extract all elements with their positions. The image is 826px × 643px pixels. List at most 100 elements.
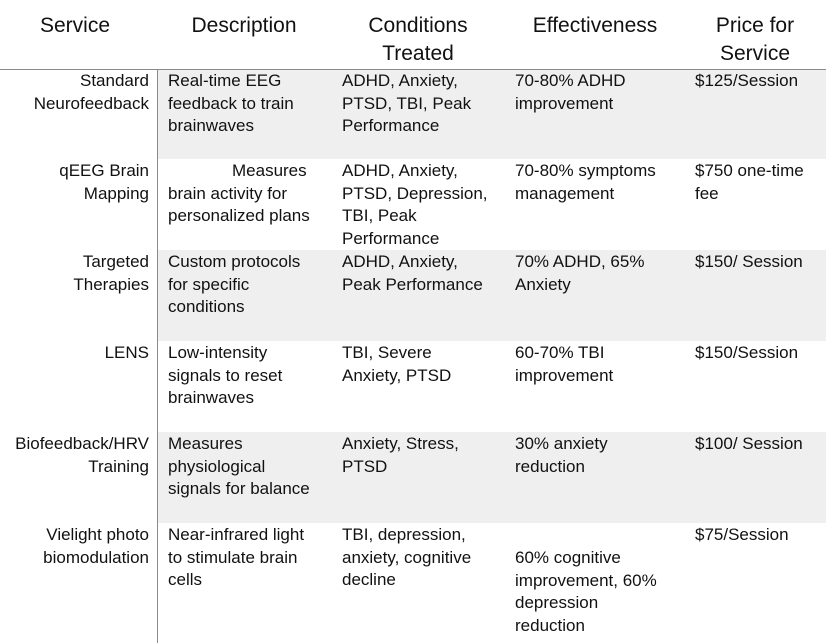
cell-text: improvement <box>515 365 614 385</box>
cell-text: brain activity for <box>168 183 288 203</box>
cell-text: Anxiety, Stress, <box>342 434 459 453</box>
cell-text: Performance <box>342 116 440 135</box>
cell-description: Measures physiological signals for balance <box>168 433 340 501</box>
cell-text: TBI, Severe <box>342 343 432 362</box>
cell-text: Mapping <box>83 183 149 203</box>
cell-conditions: TBI, depression, anxiety, cognitive declin… <box>342 524 507 592</box>
cell-effectiveness: 60% cognitive improvement, 60% depression r… <box>515 547 685 637</box>
cell-conditions: ADHD, Anxiety, PTSD, Depression, TBI, Peak… <box>342 160 507 250</box>
table-row: qEEG Brain Mapping Measures brain activity… <box>0 159 826 250</box>
cell-service: Targeted Therapies <box>0 251 149 296</box>
row-background <box>158 70 826 159</box>
cell-service: qEEG Brain Mapping <box>0 160 149 205</box>
cell-text: LENS <box>104 343 149 362</box>
cell-text: improvement <box>515 93 614 113</box>
cell-text: 70% ADHD, 65% <box>515 252 645 271</box>
cell-text: for specific <box>168 274 250 294</box>
cell-effectiveness: 60-70% TBI improvement <box>515 342 685 387</box>
cell-text: Anxiety, PTSD <box>342 365 452 385</box>
header-effectiveness-label: Effectiveness <box>532 14 658 37</box>
cell-conditions: ADHD, Anxiety, PTSD, TBI, Peak Performance <box>342 70 507 138</box>
row-background <box>158 432 826 523</box>
cell-price: $750 one-time fee <box>695 160 823 205</box>
cell-effectiveness: 70-80% symptoms management <box>515 160 685 205</box>
table-row: Biofeedback/HRV Training Measures physiolo… <box>0 432 826 523</box>
cell-text: Low-intensity <box>168 343 268 362</box>
cell-price: $75/Session <box>695 524 823 547</box>
header-conditions-line1: Conditions <box>368 14 468 37</box>
cell-text: Anxiety <box>515 274 571 294</box>
cell-text: $150/ Session <box>695 252 803 271</box>
cell-text: Neurofeedback <box>33 93 149 113</box>
cell-text: decline <box>342 570 396 589</box>
cell-text: 70-80% symptoms <box>515 161 656 180</box>
cell-text: Custom protocols <box>168 252 301 271</box>
header-conditions: Conditions Treated <box>332 12 504 68</box>
cell-text: PTSD, TBI, Peak <box>342 93 472 113</box>
header-price-line2: Service <box>719 42 791 65</box>
header-description: Description <box>158 12 330 40</box>
cell-description: Near-infrared light to stimulate brain cel… <box>168 524 340 592</box>
header-description-label: Description <box>191 14 297 37</box>
cell-text: biomodulation <box>43 547 149 567</box>
cell-text: cells <box>168 570 203 589</box>
cell-text: Biofeedback/HRV <box>15 434 149 453</box>
header-price-line1: Price for <box>715 14 795 37</box>
cell-text: ADHD, Anxiety, <box>342 161 458 180</box>
cell-text: signals for balance <box>168 479 310 498</box>
cell-text: PTSD <box>342 456 388 476</box>
cell-text: Performance <box>342 228 440 248</box>
cell-text: $125/Session <box>695 71 799 90</box>
cell-text: $750 one-time <box>695 161 804 180</box>
cell-text: Therapies <box>73 274 149 294</box>
cell-text: Measures <box>232 161 307 180</box>
cell-text: 70-80% ADHD <box>515 71 626 90</box>
cell-text: Vielight photo <box>46 525 149 544</box>
cell-price: $100/ Session <box>695 433 823 456</box>
cell-text: 30% anxiety <box>515 434 608 453</box>
cell-text: management <box>515 183 615 203</box>
cell-text: reduction <box>515 456 585 476</box>
cell-service: Standard Neurofeedback <box>0 70 149 115</box>
header-divider <box>0 69 826 70</box>
cell-text: Measures <box>168 434 243 453</box>
header-conditions-line2: Treated <box>382 42 454 65</box>
cell-service: Vielight photo biomodulation <box>0 524 149 569</box>
header-service: Service <box>0 12 150 40</box>
cell-effectiveness: 70% ADHD, 65% Anxiety <box>515 251 685 296</box>
table-header: Service Description Conditions Treated E… <box>0 0 826 70</box>
header-service-label: Service <box>39 14 111 37</box>
cell-text: brainwaves <box>168 116 254 135</box>
cell-text: TBI, Peak <box>342 206 417 225</box>
table-row: Standard Neurofeedback Real-time EEG feedb… <box>0 70 826 159</box>
table-row: Vielight photo biomodulation Near-infrare… <box>0 523 826 643</box>
cell-text: 60-70% TBI <box>515 343 605 362</box>
cell-text: Near-infrared light <box>168 525 305 544</box>
cell-text: personalized plans <box>168 206 310 225</box>
table-row: Targeted Therapies Custom protocols for sp… <box>0 250 826 341</box>
cell-text: $100/ Session <box>695 434 803 453</box>
cell-description: Low-intensity signals to reset brainwaves <box>168 342 340 410</box>
cell-text: ADHD, Anxiety, <box>342 71 458 90</box>
cell-text: fee <box>695 183 719 203</box>
cell-text: Real-time EEG <box>168 71 282 90</box>
cell-text: Training <box>88 456 149 476</box>
cell-text: PTSD, Depression, <box>342 183 488 203</box>
cell-service: LENS <box>0 342 149 365</box>
cell-conditions: ADHD, Anxiety, Peak Performance <box>342 251 507 296</box>
cell-text: feedback to train <box>168 93 294 113</box>
cell-text: conditions <box>168 297 245 316</box>
cell-description: Measures brain activity for personalized p… <box>168 160 340 228</box>
cell-text: reduction <box>515 615 585 635</box>
cell-text: TBI, depression, <box>342 525 466 544</box>
cell-text: brainwaves <box>168 388 254 407</box>
cell-description: Custom protocols for specific conditions <box>168 251 340 319</box>
cell-description: Real-time EEG feedback to train brainwaves <box>168 70 340 138</box>
cell-text: anxiety, cognitive <box>342 547 472 567</box>
cell-text: depression <box>515 593 599 612</box>
cell-text: $150/Session <box>695 343 799 362</box>
column-divider <box>157 70 158 643</box>
row-background <box>158 250 826 341</box>
cell-effectiveness: 30% anxiety reduction <box>515 433 685 478</box>
cell-conditions: TBI, Severe Anxiety, PTSD <box>342 342 507 387</box>
